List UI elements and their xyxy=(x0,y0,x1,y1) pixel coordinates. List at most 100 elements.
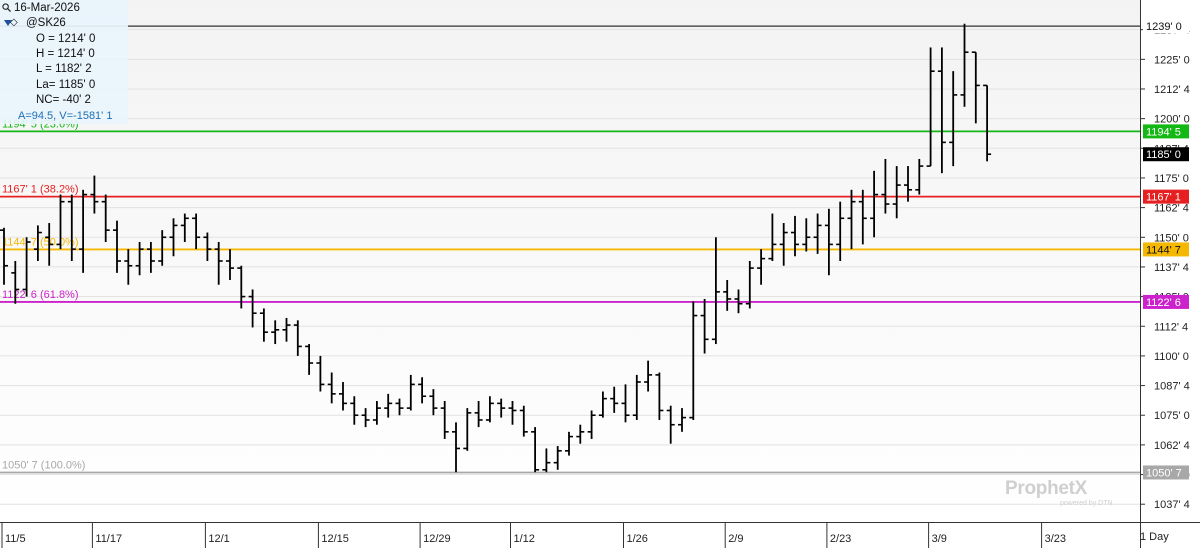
ohlc-bar xyxy=(180,213,189,243)
ohlc-bar xyxy=(587,410,596,439)
ohlc-bar xyxy=(836,201,845,261)
ohlc-bar xyxy=(655,372,664,420)
ohlc-bar xyxy=(316,355,325,392)
ohlc-bar xyxy=(259,308,268,342)
x-tick-label: 3/23 xyxy=(1045,533,1066,545)
ohlc-bar xyxy=(949,71,958,167)
ohlc-bar xyxy=(847,189,856,250)
level-label: 1050' 7 (100.0%) xyxy=(2,459,85,471)
symbol-label: @SK26 xyxy=(26,17,66,29)
ohlc-bar xyxy=(124,249,133,285)
x-tick-label: 1/26 xyxy=(627,533,648,545)
price-tag: 1239' 0 xyxy=(1143,19,1189,34)
ohlc-bar xyxy=(757,249,766,285)
ohlc-bar xyxy=(915,158,924,195)
ohlc-bar xyxy=(689,301,698,420)
ohlc-bar xyxy=(406,374,415,411)
y-tick-label: 1225' 0 xyxy=(1154,54,1190,66)
ohlc-bar xyxy=(983,84,992,162)
ohlc-bar xyxy=(542,448,551,473)
ohlc-bar xyxy=(565,431,573,456)
ohlc-bar xyxy=(339,382,347,411)
price-tag: 1050' 7 xyxy=(1143,465,1189,480)
ohlc-bar xyxy=(271,320,280,345)
ohlc-bar xyxy=(497,398,506,418)
ohlc-bar xyxy=(632,374,641,420)
price-tag-box xyxy=(1143,19,1189,34)
y-tick-label: 1112' 4 xyxy=(1154,321,1188,333)
price-tag: 1144' 7 xyxy=(1143,242,1189,257)
price-tag-label: 1144' 7 xyxy=(1146,244,1181,256)
ohlc-bar xyxy=(33,225,42,261)
ohlc-bar xyxy=(971,51,980,124)
ohlc-bar xyxy=(904,166,912,202)
ohlc-bar xyxy=(11,261,20,304)
price-tag: 1194' 5 xyxy=(1143,124,1189,139)
ohlc-bars xyxy=(0,23,992,473)
ohlc-bar xyxy=(418,377,427,404)
price-tag-box xyxy=(1143,147,1189,162)
ohlc-bar xyxy=(350,396,359,425)
y-tick-label: 1175' 0 xyxy=(1154,173,1189,185)
high-value: H = 1214' 0 xyxy=(36,48,95,60)
y-tick-label: 1087' 4 xyxy=(1154,381,1190,393)
level-label: 1122' 6 (61.8%) xyxy=(2,289,79,301)
ohlc-bar xyxy=(135,242,144,276)
ohlc-bar xyxy=(327,372,336,404)
ohlc-bar xyxy=(226,249,234,280)
open-value: O = 1214' 0 xyxy=(36,33,96,45)
ohlc-bar xyxy=(169,218,178,257)
y-tick-label: 1037' 4 xyxy=(1154,499,1190,511)
price-tag: 1185' 0 xyxy=(1143,147,1189,162)
x-tick-label: 11/5 xyxy=(5,533,26,545)
ohlc-bar xyxy=(610,386,619,413)
price-tag-box xyxy=(1143,294,1189,309)
net-change-value: NC= -40' 2 xyxy=(36,94,91,106)
ohlc-bar xyxy=(372,400,381,425)
price-tag-label: 1050' 7 xyxy=(1146,467,1182,479)
ohlc-bar xyxy=(384,393,393,418)
ohlc-bar xyxy=(858,189,867,245)
ohlc-bar xyxy=(745,261,754,309)
ohlc-bar xyxy=(0,227,8,285)
fibonacci-levels: 1194' 5 (23.6%)1167' 1 (38.2%)1144' 7 (5… xyxy=(0,25,1140,474)
ohlc-bar xyxy=(214,242,223,285)
last-value: La= 1185' 0 xyxy=(36,79,96,91)
period-selector[interactable]: 1 Day xyxy=(1140,531,1169,543)
ohlc-bar xyxy=(779,223,788,266)
search-icon[interactable] xyxy=(2,3,11,12)
y-tick-label: 1062' 4 xyxy=(1154,440,1190,452)
level-label: 1144' 7 (50.0%) xyxy=(2,236,79,248)
ohlc-bar xyxy=(237,265,246,309)
dropdown-triangle-icon[interactable] xyxy=(4,20,12,26)
price-tag-box xyxy=(1143,189,1189,204)
av-readout: A=94.5, V=-1581' 1 xyxy=(18,110,113,122)
ohlc-bar xyxy=(734,289,743,314)
ohlc-bar xyxy=(305,344,314,375)
ohlc-bar xyxy=(802,218,811,252)
ohlc-bar xyxy=(723,279,732,311)
price-tag: 1167' 1 xyxy=(1143,189,1189,204)
brand-tagline: powered by DTN xyxy=(1060,500,1113,507)
grid-lines xyxy=(0,29,1140,505)
ohlc-bar xyxy=(67,194,76,261)
y-tick-label: 1200' 0 xyxy=(1154,114,1190,126)
ohlc-bar xyxy=(700,298,709,354)
ohlc-bar xyxy=(79,189,88,273)
price-tag-box xyxy=(1143,242,1189,257)
ohlc-bar xyxy=(192,213,201,250)
ohlc-bar xyxy=(519,405,528,437)
x-tick-label: 12/1 xyxy=(208,533,229,545)
y-tick-label: 1212' 4 xyxy=(1154,84,1190,96)
ohlc-bar xyxy=(158,230,167,266)
ohlc-bar xyxy=(644,360,653,392)
ohlc-bar xyxy=(203,232,212,261)
ohlc-bar xyxy=(101,194,110,243)
ohlc-bar xyxy=(474,400,483,428)
ohlc-bar xyxy=(146,242,155,273)
ohlc-bar xyxy=(960,23,969,107)
price-tag-label: 1185' 0 xyxy=(1146,149,1181,161)
brand-logo: ProphetX xyxy=(1005,478,1088,499)
